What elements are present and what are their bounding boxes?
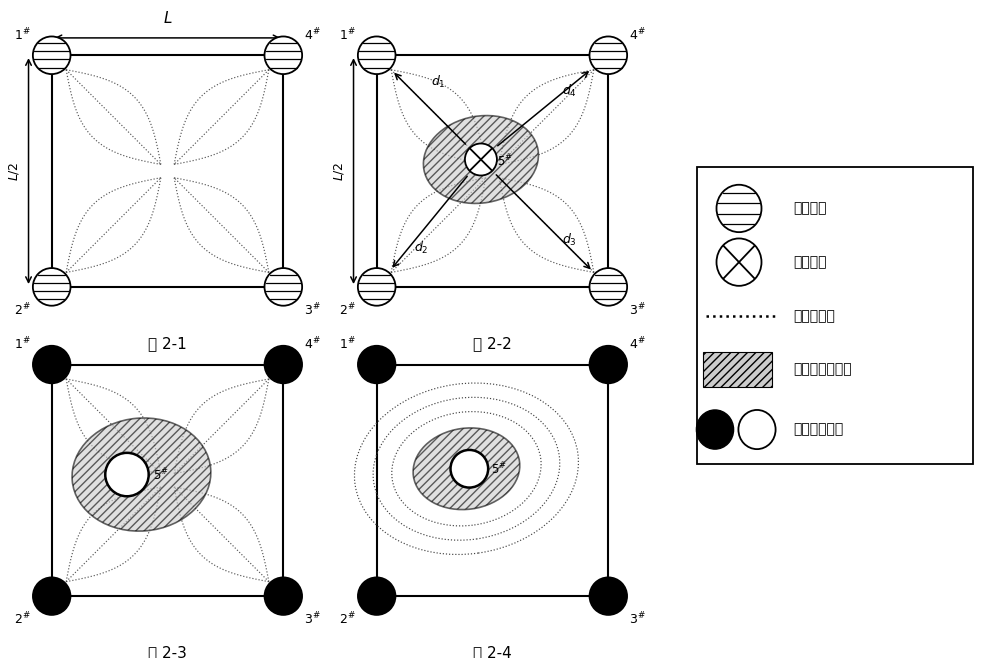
Circle shape <box>358 268 396 306</box>
Text: $5^\#$: $5^\#$ <box>497 153 513 169</box>
Ellipse shape <box>423 116 538 203</box>
Text: 1$^\#$: 1$^\#$ <box>339 27 356 43</box>
Text: 1$^\#$: 1$^\#$ <box>14 27 31 43</box>
Circle shape <box>264 577 302 615</box>
Text: $5^\#$: $5^\#$ <box>153 467 169 483</box>
Circle shape <box>696 410 734 449</box>
Text: $L$: $L$ <box>163 11 172 26</box>
Circle shape <box>358 577 396 615</box>
Circle shape <box>33 268 71 306</box>
Text: 污染物高浓度区: 污染物高浓度区 <box>793 363 852 376</box>
Ellipse shape <box>72 418 211 531</box>
Text: 1$^\#$: 1$^\#$ <box>339 336 356 353</box>
Text: $d_1$: $d_1$ <box>431 74 446 90</box>
Ellipse shape <box>413 428 520 509</box>
Circle shape <box>716 238 762 286</box>
Circle shape <box>465 143 497 176</box>
Circle shape <box>33 36 71 74</box>
Text: 3$^\#$: 3$^\#$ <box>304 302 321 318</box>
Circle shape <box>264 268 302 306</box>
Text: 图 2-4: 图 2-4 <box>473 645 512 658</box>
Text: 图 2-3: 图 2-3 <box>148 645 187 658</box>
Text: 图 2-2: 图 2-2 <box>473 336 512 351</box>
Text: 辅助电极: 辅助电极 <box>793 255 826 269</box>
Text: 3$^\#$: 3$^\#$ <box>304 611 321 628</box>
Circle shape <box>358 345 396 384</box>
Text: $d_4$: $d_4$ <box>562 83 577 99</box>
Text: 场强等值线: 场强等值线 <box>793 309 835 323</box>
Circle shape <box>358 36 396 74</box>
Bar <box>703 352 772 387</box>
Text: 4$^\#$: 4$^\#$ <box>629 27 646 43</box>
Text: 3$^\#$: 3$^\#$ <box>629 611 646 628</box>
Text: $5^\#$: $5^\#$ <box>491 461 507 477</box>
Text: $d_3$: $d_3$ <box>562 232 577 247</box>
Circle shape <box>589 36 627 74</box>
Circle shape <box>451 450 488 488</box>
FancyBboxPatch shape <box>697 167 973 465</box>
Circle shape <box>716 185 762 232</box>
Text: $d_2$: $d_2$ <box>414 240 428 256</box>
Circle shape <box>264 345 302 384</box>
Circle shape <box>589 577 627 615</box>
Circle shape <box>33 345 71 384</box>
Text: 矩阵电极: 矩阵电极 <box>793 201 826 215</box>
Circle shape <box>589 345 627 384</box>
Text: 2$^\#$: 2$^\#$ <box>14 302 31 318</box>
Text: 1$^\#$: 1$^\#$ <box>14 336 31 353</box>
Text: 4$^\#$: 4$^\#$ <box>304 27 321 43</box>
Text: 4$^\#$: 4$^\#$ <box>304 336 321 353</box>
Text: 2$^\#$: 2$^\#$ <box>339 302 356 318</box>
Text: 两者极性相反: 两者极性相反 <box>793 422 843 436</box>
Text: 图 2-1: 图 2-1 <box>148 336 187 351</box>
Circle shape <box>589 268 627 306</box>
Circle shape <box>105 453 149 496</box>
Circle shape <box>738 410 776 449</box>
Circle shape <box>264 36 302 74</box>
Text: 3$^\#$: 3$^\#$ <box>629 302 646 318</box>
Text: $L/2$: $L/2$ <box>7 161 21 181</box>
Text: 2$^\#$: 2$^\#$ <box>14 611 31 628</box>
Circle shape <box>33 577 71 615</box>
Text: 2$^\#$: 2$^\#$ <box>339 611 356 628</box>
Text: 4$^\#$: 4$^\#$ <box>629 336 646 353</box>
Text: $L/2$: $L/2$ <box>332 161 346 181</box>
